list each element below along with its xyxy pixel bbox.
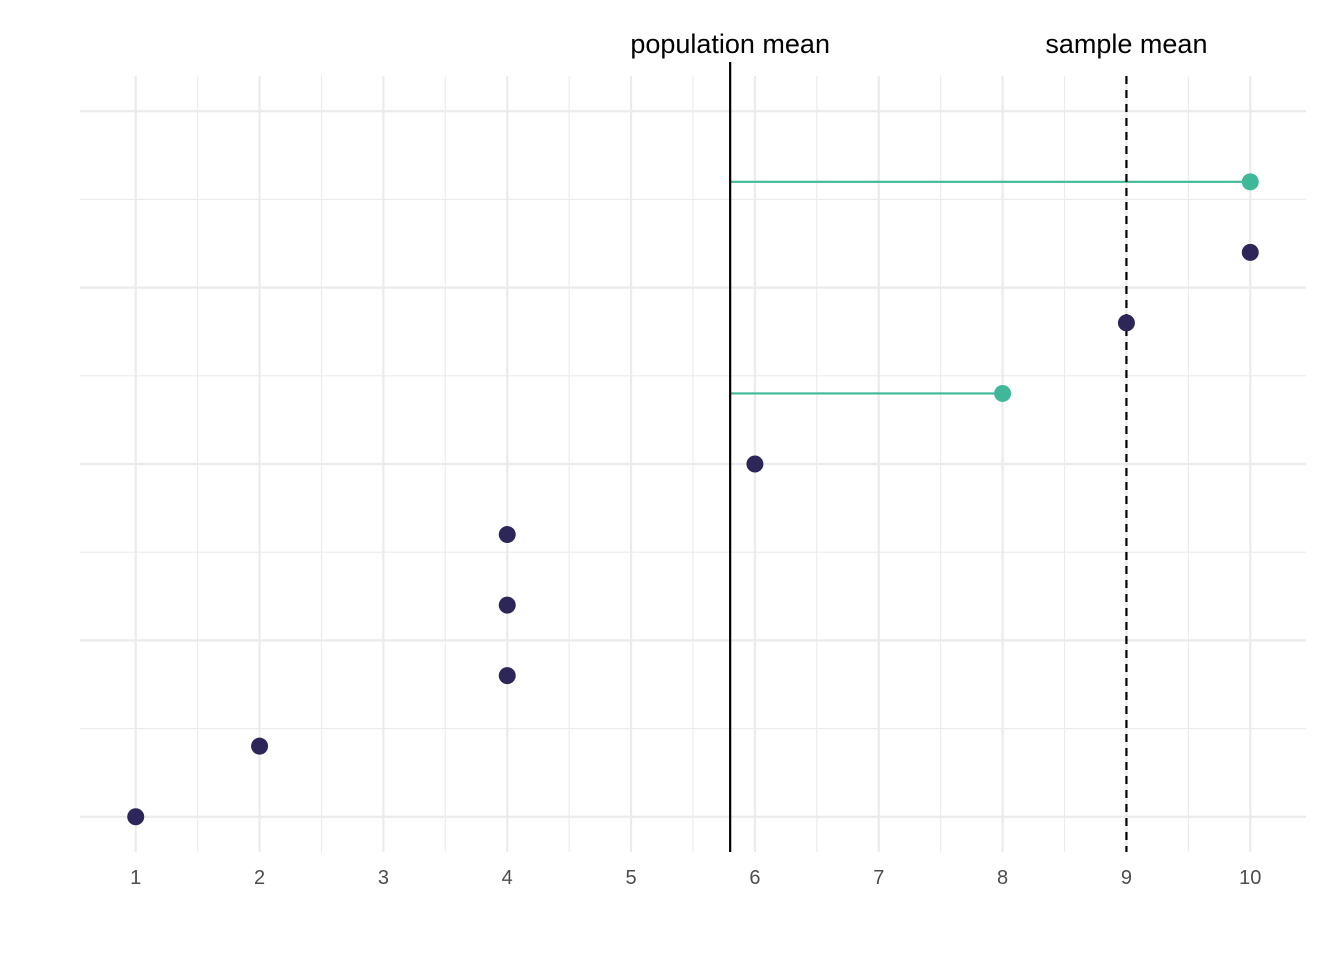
data-point [498,596,516,614]
data-point [498,526,516,544]
x-tick-label: 10 [1239,867,1261,889]
data-point [127,808,145,826]
x-axis-tick-labels: 1 2 3 4 5 6 7 8 9 10 [130,867,1261,889]
x-tick-label: 9 [1121,867,1132,889]
x-tick-label: 4 [502,867,513,889]
x-tick-label: 8 [997,867,1008,889]
x-tick-label: 2 [254,867,265,889]
population-mean-label: population mean [630,29,830,59]
x-tick-label: 3 [378,867,389,889]
x-tick-label: 7 [873,867,884,889]
data-point [746,455,764,473]
x-tick-label: 1 [130,867,141,889]
deviation-segments [730,180,1251,395]
x-tick-label: 5 [626,867,637,889]
data-point [1241,243,1259,261]
data-points [127,173,1259,826]
sample-mean-label: sample mean [1045,29,1207,59]
x-tick-label: 6 [749,867,760,889]
data-point [498,667,516,685]
data-point [251,737,269,755]
highlighted-point [1241,173,1259,191]
highlighted-point [994,384,1012,402]
data-point [1117,314,1135,332]
